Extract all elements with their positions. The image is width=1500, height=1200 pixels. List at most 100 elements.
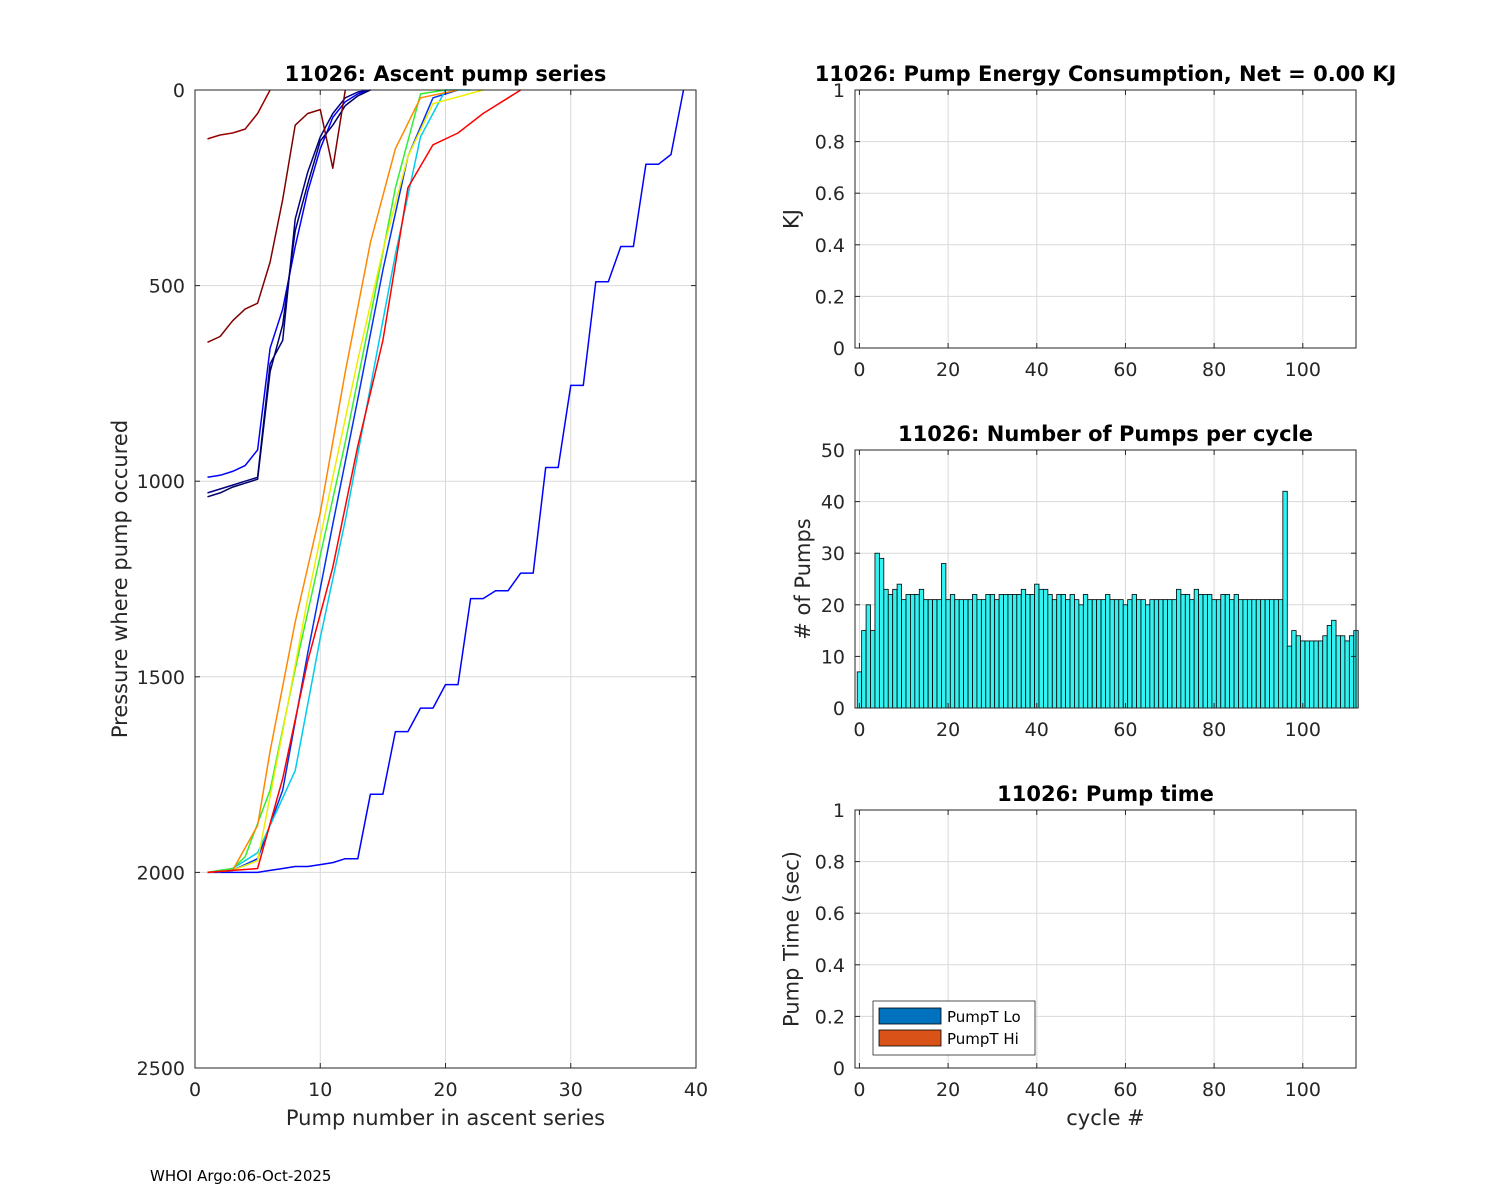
bar: [1158, 599, 1164, 709]
bar: [1060, 594, 1066, 709]
x-tick-label: 40: [1025, 359, 1049, 381]
bar: [1171, 599, 1177, 709]
bar: [1038, 588, 1044, 709]
bar: [1047, 594, 1053, 709]
pumps-chart: 0 20 40 60 80 100 0 10 20 30 40 50 11026: Number of …: [791, 422, 1359, 741]
y-tick-label: 50: [821, 440, 845, 462]
x-tick-label: 20: [936, 1079, 960, 1101]
bar: [972, 594, 978, 709]
series-line: [207, 89, 459, 874]
bar: [861, 630, 867, 709]
bar: [1335, 635, 1341, 709]
bar: [936, 599, 942, 709]
x-tick-label: 10: [308, 1079, 332, 1101]
axes-box: [854, 89, 1357, 349]
bar: [1304, 640, 1310, 709]
bar: [1269, 599, 1275, 709]
y-tick-label: 1000: [137, 471, 185, 493]
bar: [1211, 599, 1217, 709]
bar: [1260, 599, 1266, 709]
bar: [1282, 490, 1288, 709]
y-tick-label: 0.8: [815, 132, 845, 154]
x-tick-label: 20: [936, 359, 960, 381]
bar: [1286, 645, 1293, 709]
gridlines: [195, 90, 696, 1068]
bar: [1233, 594, 1239, 709]
bar: [989, 594, 996, 709]
x-tick-label: 100: [1285, 719, 1321, 741]
y-tick-label: 20: [821, 595, 845, 617]
series-line: [207, 89, 446, 874]
ascent-chart: 0 10 20 30 40 0 500 1000 1500 2000 2500 11026: Asce…: [108, 62, 708, 1130]
y-tick-label: 0.4: [815, 235, 845, 257]
bar: [1149, 599, 1155, 709]
bar: [865, 604, 871, 709]
tick-marks: [194, 89, 697, 1069]
y-tick-label: 0: [833, 698, 845, 720]
legend: PumpT Lo PumpT Hi: [872, 1000, 1036, 1056]
bar: [1317, 640, 1324, 709]
bar: [887, 594, 894, 709]
bar: [1331, 619, 1337, 709]
bar: [932, 599, 938, 709]
bar: [1238, 599, 1244, 709]
bar: [1340, 635, 1346, 709]
bar: [1043, 588, 1049, 709]
x-tick-label: 60: [1113, 1079, 1137, 1101]
x-tick-label: 100: [1285, 1079, 1321, 1101]
x-tick-label: 20: [936, 719, 960, 741]
axes-box: [854, 449, 1357, 709]
y-tick-label: 0.8: [815, 852, 845, 874]
y-tick-label: 1: [833, 800, 845, 822]
bar: [1291, 630, 1297, 709]
chart-title: 11026: Pump Energy Consumption, Net = 0.…: [815, 62, 1397, 86]
x-tick-label: 0: [853, 1079, 865, 1101]
x-tick-label: 80: [1202, 359, 1226, 381]
bar: [976, 599, 982, 709]
bar: [994, 599, 1000, 709]
bar: [1091, 599, 1098, 709]
bar: [1016, 594, 1022, 709]
legend-swatch: [878, 1029, 942, 1047]
bar: [1100, 599, 1106, 709]
bar: [1189, 599, 1195, 709]
bar: [1162, 599, 1168, 709]
bar: [1309, 640, 1315, 709]
bar: [963, 599, 969, 709]
bar: [870, 630, 876, 709]
bar: [1065, 599, 1071, 709]
bar: [1034, 583, 1040, 709]
y-tick-label: 0.2: [815, 286, 845, 308]
bar: [1003, 594, 1009, 709]
series-line: [207, 89, 484, 874]
tick-marks: [855, 89, 1356, 349]
tick-marks: [855, 809, 1356, 1069]
y-axis-label: KJ: [780, 209, 804, 229]
bar: [1295, 635, 1301, 709]
y-tick-label: 30: [821, 543, 845, 565]
x-tick-label: 80: [1202, 1079, 1226, 1101]
x-tick-label: 100: [1285, 359, 1321, 381]
chart-title: 11026: Pump time: [997, 782, 1214, 806]
series-line: [207, 89, 471, 874]
bar: [1264, 599, 1270, 709]
bar: [1025, 594, 1031, 709]
bar: [1109, 599, 1115, 709]
footer-stamp: WHOI Argo:06-Oct-2025: [150, 1167, 332, 1185]
bar: [1273, 599, 1279, 709]
x-tick-label: 40: [1025, 719, 1049, 741]
series-line: [207, 89, 459, 874]
bar: [1198, 594, 1204, 709]
y-tick-label: 40: [821, 492, 845, 514]
series-line: [207, 89, 347, 343]
bar: [980, 599, 987, 709]
y-tick-label: 2500: [137, 1058, 185, 1080]
bar: [1322, 635, 1328, 709]
bar: [874, 552, 880, 709]
tick-marks: [855, 449, 1356, 709]
bar: [998, 594, 1004, 709]
bar: [878, 557, 885, 709]
bar: [945, 599, 951, 709]
bar: [1122, 604, 1129, 709]
bar: [1202, 594, 1208, 709]
